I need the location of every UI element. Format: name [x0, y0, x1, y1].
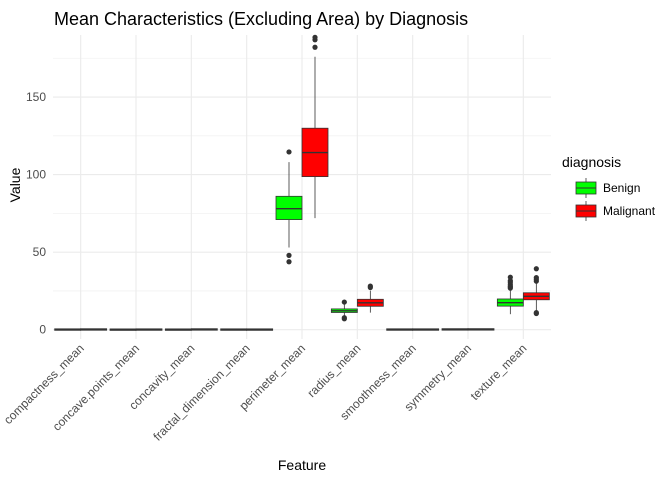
outlier-point [533, 274, 539, 281]
legend-title: diagnosis [562, 154, 621, 170]
y-axis-ticks: 0 50 100 150 [26, 90, 46, 337]
y-tick-label: 100 [26, 168, 46, 182]
y-tick-label: 150 [26, 90, 46, 104]
box-malignant-perimeter_mean [301, 34, 329, 219]
outlier-point [312, 34, 318, 40]
boxplots [54, 34, 550, 331]
box-malignant-radius_mean [356, 283, 384, 313]
box-malignant-compactness_mean [80, 328, 108, 331]
box-benign-symmetry_mean [441, 328, 469, 331]
box-malignant-smoothness_mean [412, 328, 440, 331]
outlier-point [286, 149, 292, 155]
legend: diagnosis Benign Malignant [562, 154, 656, 221]
legend-item-benign: Benign [575, 178, 640, 198]
chart-title: Mean Characteristics (Excluding Area) by… [54, 9, 468, 29]
x-axis-ticks: compactness_meanconcave.points_meanconca… [1, 341, 530, 443]
box-benign-fractal_dimension_mean [220, 328, 248, 331]
legend-item-malignant: Malignant [575, 201, 656, 221]
x-tick-label: fractal_dimension_mean [150, 341, 252, 443]
box-benign-texture_mean [496, 274, 524, 315]
outlier-point [341, 299, 347, 305]
outlier-point [341, 315, 347, 321]
box-malignant-texture_mean [522, 266, 550, 317]
x-tick-label: texture_mean [468, 341, 530, 403]
outlier-point [367, 283, 373, 289]
box-malignant-symmetry_mean [467, 328, 495, 331]
box-malignant-concavity_mean [190, 328, 218, 331]
legend-label: Benign [603, 181, 640, 195]
grid [53, 35, 551, 339]
x-tick-label: radius_mean [304, 341, 363, 400]
outlier-point [312, 44, 318, 50]
box-malignant-fractal_dimension_mean [246, 328, 274, 331]
x-axis-title: Feature [278, 457, 326, 473]
box-benign-concavity_mean [164, 328, 192, 331]
box-benign-radius_mean [330, 299, 358, 322]
box-malignant-concave.points_mean [135, 328, 163, 331]
box-benign-compactness_mean [54, 328, 82, 331]
outlier-point [286, 259, 292, 265]
outlier-point [533, 266, 539, 272]
outlier-point [507, 274, 513, 280]
outlier-point [533, 310, 539, 316]
box-iqr [275, 195, 303, 220]
box-benign-smoothness_mean [386, 328, 414, 331]
box-benign-perimeter_mean [275, 149, 303, 265]
y-axis-title: Value [7, 167, 23, 202]
y-tick-label: 50 [33, 245, 47, 259]
box-benign-concave.points_mean [109, 328, 137, 331]
outlier-point [286, 252, 292, 258]
y-tick-label: 0 [39, 323, 46, 337]
legend-label: Malignant [603, 204, 656, 218]
